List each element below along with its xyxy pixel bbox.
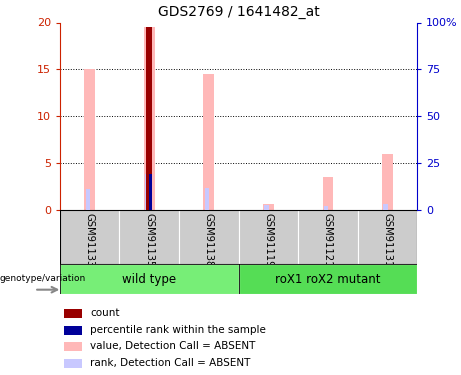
Bar — [383, 204, 388, 210]
Text: GSM91131: GSM91131 — [383, 213, 392, 267]
Bar — [324, 206, 329, 210]
Bar — [145, 174, 150, 210]
Text: roX1 roX2 mutant: roX1 roX2 mutant — [275, 273, 381, 286]
Bar — [86, 189, 90, 210]
Bar — [146, 27, 152, 210]
Bar — [239, 210, 298, 264]
Text: GSM91119: GSM91119 — [263, 213, 273, 267]
Bar — [119, 210, 179, 264]
Bar — [205, 188, 209, 210]
Bar — [382, 154, 393, 210]
Text: rank, Detection Call = ABSENT: rank, Detection Call = ABSENT — [90, 358, 250, 368]
Bar — [239, 264, 417, 294]
Bar — [64, 358, 82, 368]
Bar — [84, 69, 95, 210]
Text: GSM91138: GSM91138 — [204, 213, 214, 267]
Bar — [64, 309, 82, 318]
Bar — [263, 204, 274, 210]
Bar — [60, 210, 119, 264]
Text: value, Detection Call = ABSENT: value, Detection Call = ABSENT — [90, 342, 255, 351]
Title: GDS2769 / 1641482_at: GDS2769 / 1641482_at — [158, 5, 319, 19]
Text: percentile rank within the sample: percentile rank within the sample — [90, 325, 266, 335]
Text: genotype/variation: genotype/variation — [0, 274, 86, 283]
Bar — [203, 74, 214, 210]
Bar — [60, 264, 238, 294]
Bar — [64, 326, 82, 334]
Bar — [179, 210, 238, 264]
Text: GSM91121: GSM91121 — [323, 213, 333, 267]
Bar — [323, 177, 333, 210]
Bar — [264, 206, 269, 210]
Text: GSM91133: GSM91133 — [85, 213, 95, 267]
Text: wild type: wild type — [122, 273, 176, 286]
Bar — [64, 342, 82, 351]
Text: GSM91135: GSM91135 — [144, 213, 154, 267]
Bar — [298, 210, 358, 264]
Bar — [358, 210, 417, 264]
Bar — [144, 27, 154, 210]
Text: count: count — [90, 309, 119, 318]
Bar — [149, 174, 152, 210]
